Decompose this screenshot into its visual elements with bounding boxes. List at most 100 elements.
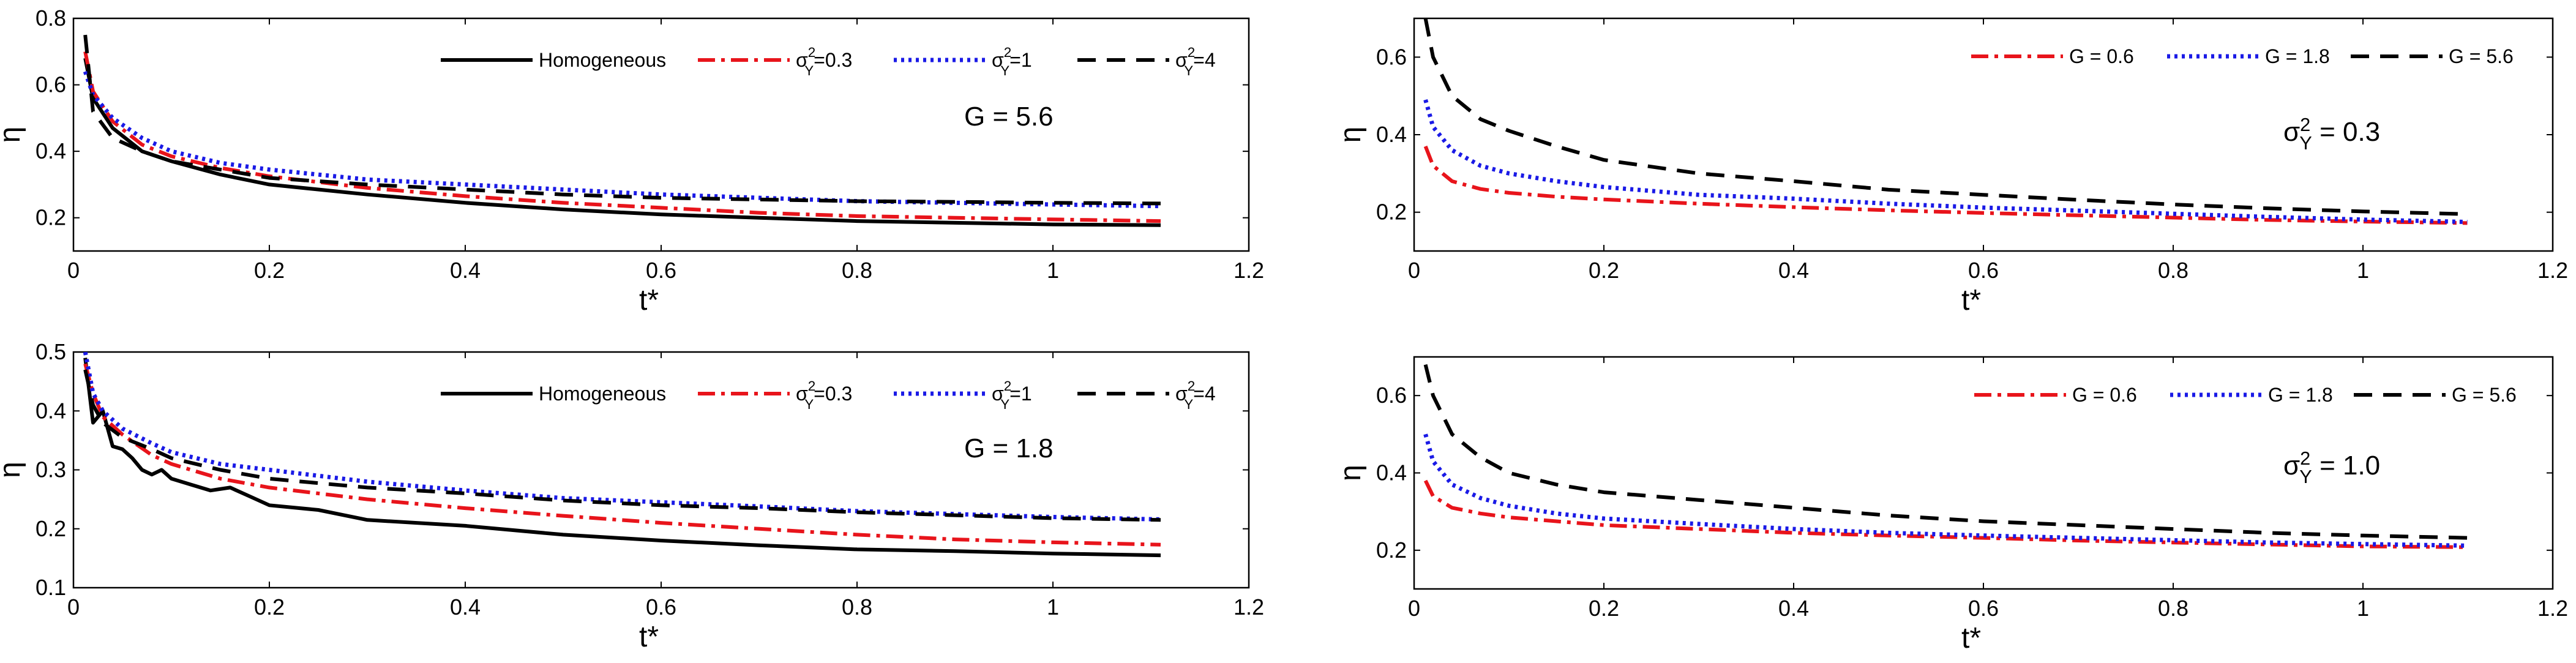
legend-label: Homogeneous xyxy=(539,49,666,71)
legend-label-base: G = 1.8 xyxy=(2268,384,2333,406)
x-tick-label: 0 xyxy=(1408,596,1420,621)
x-axis-title: t* xyxy=(1961,622,1981,654)
x-tick-label: 0.4 xyxy=(1778,258,1809,283)
legend-label-base: σ xyxy=(1175,49,1188,71)
legend-label-sub: Y xyxy=(1184,397,1193,412)
x-tick-label: 0 xyxy=(1408,258,1420,283)
legend-label-base: G = 0.6 xyxy=(2069,45,2134,67)
x-tick-label: 0.8 xyxy=(842,594,872,620)
y-tick-label: 0.2 xyxy=(1376,538,1407,563)
y-tick-label: 0.8 xyxy=(36,6,66,31)
series-line-g-5-6 xyxy=(1423,18,2468,216)
legend-label: σ2 Y=0.3 xyxy=(796,45,852,78)
legend-label: σ2 Y=4 xyxy=(1175,45,1216,78)
panel-annotation-tail: = 1.0 xyxy=(2312,451,2380,481)
legend-label-base: σ xyxy=(796,49,808,71)
panel-annotation-sub: Y xyxy=(2299,466,2312,487)
x-tick-label: 0.8 xyxy=(842,258,872,283)
plot-frame xyxy=(1413,17,2554,252)
x-tick-label: 1 xyxy=(2357,596,2369,621)
panel-annotation-sup: 2 xyxy=(2300,448,2310,469)
x-tick-label: 0 xyxy=(67,594,80,620)
legend-label: Homogeneous xyxy=(539,383,666,405)
series-group xyxy=(1423,364,2468,549)
series-line--y2-4 xyxy=(83,369,1161,522)
x-tick-label: 0 xyxy=(67,258,80,283)
legend-label-base: G = 0.6 xyxy=(2072,384,2137,406)
y-tick-label: 0.4 xyxy=(36,398,66,423)
legend-label-sup: 2 xyxy=(808,45,815,60)
x-tick-label: 0.2 xyxy=(1589,258,1619,283)
y-tick-label: 0.6 xyxy=(1376,44,1407,69)
panel-annotation-base: G = 1.8 xyxy=(964,433,1054,463)
chart-panel-top-left: 0 0.2 0.4 0.6 0.8 1 1.2 0.2 0.4 0.6 0.8 t* η Homogene… xyxy=(0,6,1264,317)
series-line-homogeneous xyxy=(83,358,1161,558)
y-tick-label: 0.2 xyxy=(36,205,66,230)
legend-label: G = 1.8 xyxy=(2268,384,2333,406)
x-tick-label: 0.6 xyxy=(646,258,676,283)
legend-label: σ2 Y=1 xyxy=(992,45,1032,78)
y-axis-title: η xyxy=(0,127,26,143)
series-line--y2-1 xyxy=(83,70,1161,209)
plot-frame xyxy=(1413,356,2554,590)
series-line-g-1-8 xyxy=(1423,99,2468,224)
x-tick-label: 1.2 xyxy=(2537,596,2568,621)
legend-label-sub: Y xyxy=(1000,63,1009,78)
series-line-g-5-6 xyxy=(1423,364,2468,540)
y-tick-label: 0.4 xyxy=(1376,460,1407,485)
panel-annotation: G = 1.8 xyxy=(964,433,1054,463)
legend-label-sup: 2 xyxy=(1188,45,1195,60)
legend-label: G = 0.6 xyxy=(2072,384,2137,406)
y-axis-title: η xyxy=(1335,465,1367,481)
legend-label-sub: Y xyxy=(1184,63,1193,78)
legend-label-sup: 2 xyxy=(808,378,815,394)
series-group xyxy=(83,352,1161,558)
legend-label: G = 1.8 xyxy=(2265,45,2330,67)
legend-label: σ2 Y=4 xyxy=(1175,378,1216,412)
legend-label-base: Homogeneous xyxy=(539,383,666,405)
x-tick-label: 0.4 xyxy=(450,594,481,620)
series-group xyxy=(1423,18,2468,225)
legend-label-sub: Y xyxy=(804,63,814,78)
x-tick-label: 0.6 xyxy=(1968,596,1999,621)
legend: Homogeneous σ2 Y=0.3 σ2 Y=1 σ2 Y=4 xyxy=(441,45,1216,78)
legend: G = 0.6 G = 1.8 G = 5.6 xyxy=(1974,384,2517,406)
panel-annotation-base: G = 5.6 xyxy=(964,102,1054,132)
y-tick-label: 0.1 xyxy=(36,575,66,600)
y-tick-label: 0.4 xyxy=(1376,122,1407,147)
panel-annotation: σ2 Y = 0.3 xyxy=(2283,114,2380,154)
x-tick-label: 1 xyxy=(1047,258,1059,283)
y-tick-label: 0.5 xyxy=(36,339,66,364)
x-tick-label: 0.6 xyxy=(1968,258,1999,283)
legend-label-base: G = 5.6 xyxy=(2449,45,2514,67)
legend-label-sup: 2 xyxy=(1004,45,1011,60)
panel-annotation: G = 5.6 xyxy=(964,102,1054,132)
x-tick-label: 0.2 xyxy=(1589,596,1619,621)
y-tick-label: 0.4 xyxy=(36,138,66,163)
legend-label: G = 5.6 xyxy=(2452,384,2517,406)
chart-panel-bottom-right: 0 0.2 0.4 0.6 0.8 1 1.20.20.40.6t*ηG = 0.6 G = … xyxy=(1335,356,2568,654)
legend-label-tail: =4 xyxy=(1193,49,1215,71)
x-tick-label: 1 xyxy=(2357,258,2369,283)
legend-label-sup: 2 xyxy=(1188,378,1195,394)
chart-panel-top-right: 0 0.2 0.4 0.6 0.8 1 1.20.20.40.6t*ηG = 0.6 G = … xyxy=(1335,17,2568,317)
legend-label-tail: =0.3 xyxy=(814,49,852,71)
legend-label: σ2 Y=1 xyxy=(992,378,1032,412)
panel-annotation-sup: 2 xyxy=(2300,114,2310,135)
panel-annotation-tail: = 0.3 xyxy=(2312,117,2380,147)
x-tick-label: 0.2 xyxy=(254,258,285,283)
y-axis-title: η xyxy=(0,462,26,478)
x-tick-label: 0.4 xyxy=(1778,596,1809,621)
legend: G = 0.6 G = 1.8 G = 5.6 xyxy=(1971,45,2514,67)
x-tick-label: 0.4 xyxy=(450,258,481,283)
legend-label-base: G = 5.6 xyxy=(2452,384,2517,406)
legend-label-base: Homogeneous xyxy=(539,49,666,71)
series-line-g-0-6 xyxy=(1423,479,2468,549)
x-tick-label: 0.2 xyxy=(254,594,285,620)
legend-label-base: σ xyxy=(796,383,808,405)
x-tick-label: 1 xyxy=(1047,594,1059,620)
series-line-g-1-8 xyxy=(1423,433,2468,548)
y-tick-label: 0.2 xyxy=(36,516,66,541)
x-axis-title: t* xyxy=(1961,284,1981,317)
